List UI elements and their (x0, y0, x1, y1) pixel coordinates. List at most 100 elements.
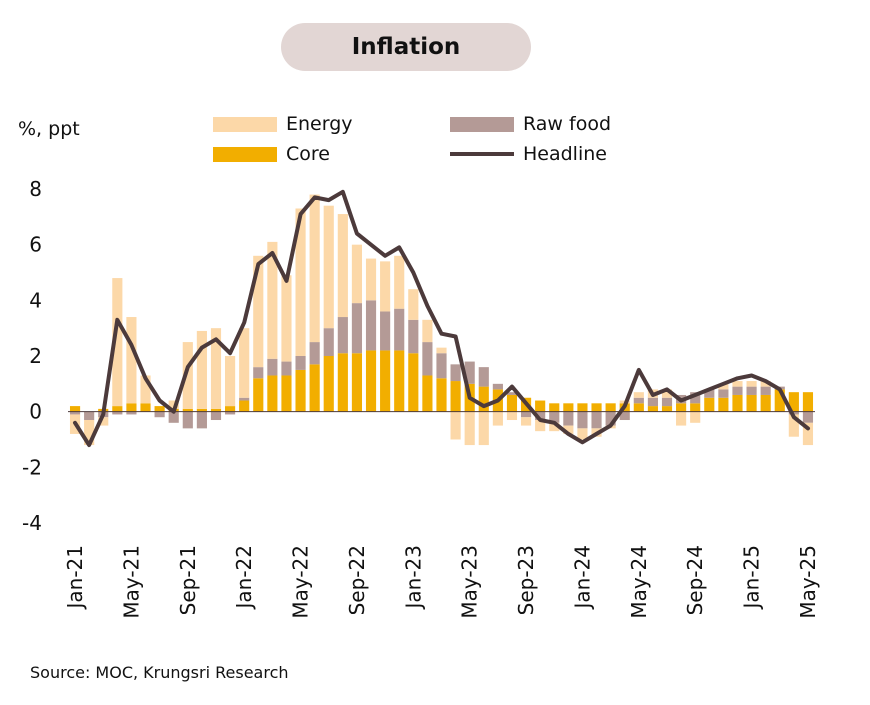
bar-energy (450, 411, 461, 440)
bar-core (690, 403, 701, 412)
bar-core (281, 375, 292, 412)
bar-energy (98, 417, 109, 426)
bar-energy (577, 428, 588, 440)
x-tick-label: Sep-22 (345, 545, 369, 615)
bar-raw-food (563, 411, 574, 426)
bar-raw-food (365, 300, 377, 351)
bar-energy (112, 278, 123, 407)
bar-energy (309, 194, 320, 343)
y-unit-label: %, ppt (18, 118, 80, 140)
bar-energy (633, 392, 644, 398)
bar-raw-food (802, 411, 814, 423)
x-tick-label: May-23 (458, 545, 482, 619)
bar-core (126, 403, 137, 412)
bar-core (309, 364, 320, 412)
x-tick-label: Sep-24 (683, 545, 707, 615)
bar-core (478, 386, 489, 412)
bar-raw-food (549, 411, 560, 423)
bar-raw-food (239, 397, 250, 401)
legend: Energy Raw food Core Headline (213, 113, 611, 165)
bar-raw-food (267, 358, 278, 376)
bar-raw-food (690, 392, 701, 404)
y-axis: -4 -2 0 2 4 6 8 (22, 177, 42, 535)
bar-raw-food (760, 386, 771, 395)
bar-core (380, 350, 391, 412)
x-tick-label: May-24 (627, 545, 651, 619)
bar-raw-food (591, 411, 602, 429)
bar-raw-food (661, 397, 673, 407)
bar-energy (380, 261, 391, 312)
y-tick-label: 8 (29, 177, 42, 201)
y-tick-label: 4 (29, 288, 42, 312)
bar-raw-food (112, 411, 123, 415)
legend-swatch-raw-food (450, 117, 514, 132)
bar-raw-food (351, 303, 363, 354)
bar-raw-food (281, 361, 292, 376)
bar-core (704, 397, 715, 412)
bar-energy (676, 411, 687, 426)
bar-core (394, 350, 405, 412)
bar-core (295, 369, 306, 412)
bar-energy (140, 375, 151, 404)
bars (69, 194, 814, 446)
bar-energy (520, 417, 532, 426)
bar-core (549, 403, 560, 412)
bar-core (760, 394, 771, 412)
bar-core (182, 408, 193, 412)
bar-raw-food (126, 411, 137, 415)
bar-energy (408, 289, 419, 320)
bar-raw-food (154, 411, 165, 418)
bar-core (647, 406, 658, 412)
x-tick-label: May-21 (119, 545, 143, 619)
bar-raw-food (168, 411, 179, 423)
bar-core (563, 403, 574, 412)
bar-core (140, 403, 151, 412)
bar-raw-food (605, 411, 616, 426)
bar-raw-food (450, 364, 461, 382)
bar-core (506, 394, 518, 412)
bar-core (69, 406, 81, 412)
bar-raw-food (492, 383, 503, 390)
legend-label-energy: Energy (286, 113, 353, 135)
bar-core (577, 403, 588, 412)
bar-raw-food (210, 411, 222, 421)
bar-energy (422, 319, 433, 343)
bar-raw-food (84, 411, 95, 421)
x-tick-label: Jan-23 (401, 545, 425, 611)
bar-energy (436, 347, 447, 354)
legend-label-raw-food: Raw food (523, 113, 611, 135)
bar-raw-food (704, 389, 715, 398)
x-tick-label: Jan-22 (232, 545, 256, 611)
y-tick-label: -4 (22, 511, 42, 535)
bar-core (450, 381, 461, 412)
bar-energy (563, 425, 574, 434)
x-axis: Jan-21 May-21 Sep-21 Jan-22 May-22 Sep-22 Jan-… (63, 545, 820, 619)
bar-raw-food (253, 367, 264, 379)
y-tick-label: 6 (29, 233, 42, 257)
bar-energy (210, 328, 222, 409)
bar-energy (337, 214, 348, 318)
bar-energy (690, 411, 701, 423)
bar-energy (718, 383, 729, 390)
bar-energy (394, 255, 405, 309)
bar-energy (182, 342, 193, 409)
bar-core (732, 394, 743, 412)
y-tick-label: -2 (22, 455, 42, 479)
y-tick-label: 0 (29, 400, 42, 424)
x-tick-label: Sep-21 (176, 545, 200, 615)
bar-core (267, 375, 278, 412)
bar-energy (746, 381, 757, 387)
chart-title-pill: Inflation (281, 23, 531, 71)
bar-energy (365, 258, 377, 301)
bar-raw-food (746, 386, 757, 395)
bar-raw-food (535, 411, 546, 421)
bar-core (661, 406, 673, 412)
bar-raw-food (436, 353, 447, 379)
source-note: Source: MOC, Krungsri Research (30, 663, 289, 682)
bar-raw-food (577, 411, 588, 429)
bar-energy (506, 411, 518, 421)
bar-energy (126, 317, 137, 404)
bar-core (746, 394, 757, 412)
bar-energy (253, 255, 264, 368)
